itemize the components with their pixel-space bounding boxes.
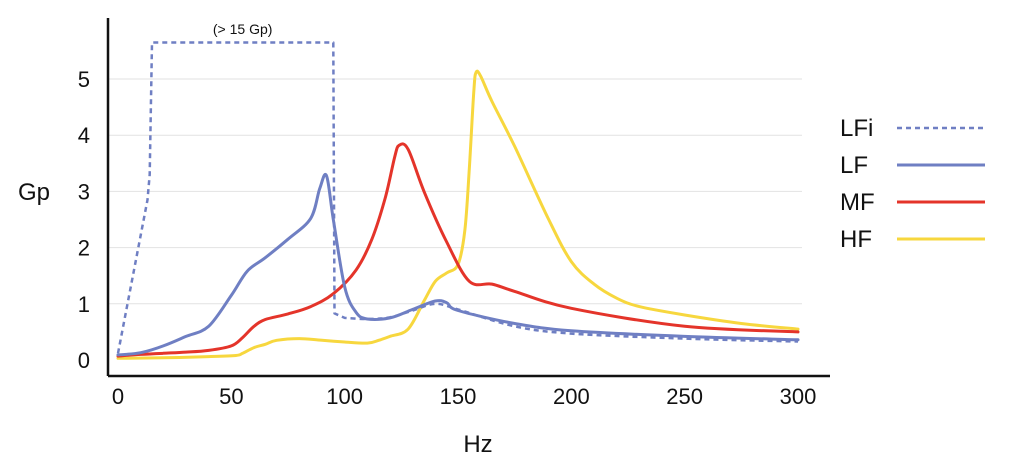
x-axis-title: Hz	[463, 431, 492, 458]
x-tick-label: 100	[326, 384, 363, 409]
y-tick-label: 4	[78, 123, 90, 148]
x-tick-label: 50	[219, 384, 243, 409]
y-tick-label: 2	[78, 236, 90, 261]
legend-label-mf: MF	[840, 189, 875, 216]
y-tick-label: 5	[78, 67, 90, 92]
x-tick-label: 200	[553, 384, 590, 409]
x-tick-label: 0	[112, 384, 124, 409]
legend-label-hf: HF	[840, 226, 872, 253]
annotation-label: (> 15 Gp)	[213, 21, 273, 37]
x-tick-label: 150	[440, 384, 477, 409]
series-line-mf	[116, 142, 800, 358]
gridlines	[108, 78, 802, 305]
y-tick-label: 1	[78, 292, 90, 317]
y-axis-title: Gp	[18, 179, 50, 206]
series-line-lfi	[116, 41, 799, 354]
legend-label-lf: LF	[840, 152, 868, 179]
legend-label-lfi: LFi	[840, 115, 873, 142]
series-line-hf	[116, 69, 800, 360]
y-tick-label: 0	[78, 348, 90, 373]
y-tick-label: 3	[78, 179, 90, 204]
x-tick-label: 300	[780, 384, 817, 409]
x-tick-label: 250	[666, 384, 703, 409]
series-lines	[116, 41, 800, 360]
legend: LFi LF MF HF	[840, 115, 985, 253]
axes	[106, 18, 830, 378]
